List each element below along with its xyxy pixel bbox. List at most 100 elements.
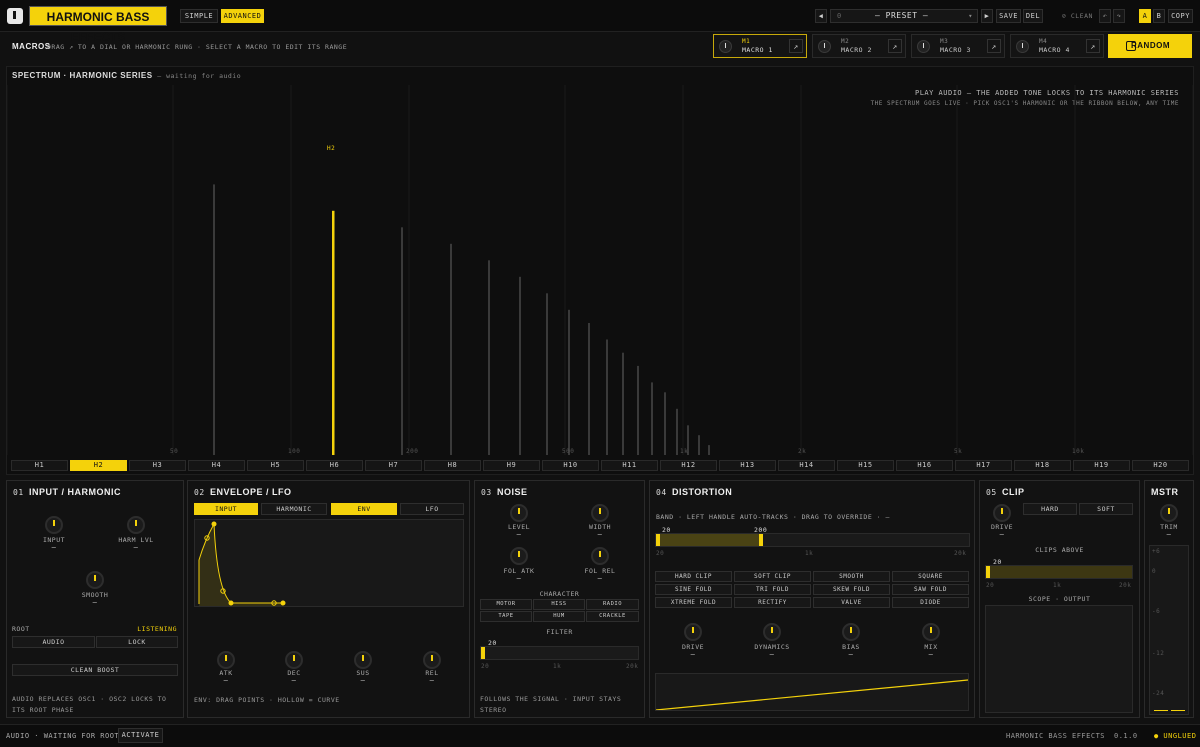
clean-toggle[interactable]: ⊘ CLEAN	[1062, 12, 1093, 20]
clip-hard-button[interactable]: HARD	[1023, 503, 1077, 515]
filter-slider-handle[interactable]	[481, 647, 485, 659]
clean-boost-button[interactable]: CLEAN BOOST	[12, 664, 178, 676]
width-knob[interactable]	[591, 504, 609, 522]
level-knob[interactable]	[510, 504, 528, 522]
band-slider[interactable]	[655, 533, 970, 547]
macro-drag-arrow-icon[interactable]: ↗	[789, 39, 803, 53]
mix-knob[interactable]	[922, 623, 940, 641]
harmonic-button-h3[interactable]: H3	[129, 460, 186, 471]
drive-knob[interactable]	[684, 623, 702, 641]
mode-tri-fold[interactable]: TRI FOLD	[734, 584, 811, 595]
clip-threshold-handle[interactable]	[986, 566, 990, 578]
harmonic-button-h15[interactable]: H15	[837, 460, 894, 471]
macro-1[interactable]: M1 MACRO 1 ↗	[713, 34, 807, 58]
char-hum[interactable]: HUM	[533, 611, 585, 622]
ab-b-button[interactable]: B	[1153, 9, 1165, 23]
char-motor[interactable]: MOTOR	[480, 599, 532, 610]
bias-knob[interactable]	[842, 623, 860, 641]
harmonic-button-h17[interactable]: H17	[955, 460, 1012, 471]
char-tape[interactable]: TAPE	[480, 611, 532, 622]
harmonic-button-h13[interactable]: H13	[719, 460, 776, 471]
preset-select[interactable]: 0 — PRESET — ▾	[830, 9, 978, 23]
tab-harmonic[interactable]: HARMONIC	[261, 503, 327, 515]
harmonic-bar	[519, 276, 521, 455]
root-audio-button[interactable]: AUDIO	[12, 636, 95, 648]
mode-soft-clip[interactable]: SOFT CLIP	[734, 571, 811, 582]
harmonic-button-h20[interactable]: H20	[1132, 460, 1189, 471]
sus-knob[interactable]	[354, 651, 372, 669]
mode-saw-fold[interactable]: SAW FOLD	[892, 584, 969, 595]
char-hiss[interactable]: HISS	[533, 599, 585, 610]
undo-button[interactable]: ↶	[1099, 9, 1111, 23]
band-high-handle[interactable]	[759, 534, 763, 546]
mode-sine-fold[interactable]: SINE FOLD	[655, 584, 732, 595]
atk-knob[interactable]	[217, 651, 235, 669]
mode-diode[interactable]: DIODE	[892, 597, 969, 608]
save-button[interactable]: SAVE	[996, 9, 1021, 23]
filter-slider[interactable]	[480, 646, 639, 660]
clip-threshold-slider[interactable]	[985, 565, 1133, 579]
harmonic-button-h14[interactable]: H14	[778, 460, 835, 471]
harmonic-button-h8[interactable]: H8	[424, 460, 481, 471]
macro-drag-arrow-icon[interactable]: ↗	[1086, 39, 1100, 53]
harmonic-button-h11[interactable]: H11	[601, 460, 658, 471]
harmonic-button-h9[interactable]: H9	[483, 460, 540, 471]
tab-input[interactable]: INPUT	[194, 503, 258, 515]
root-lock-button[interactable]: LOCK	[96, 636, 178, 648]
harmonic-bar	[708, 445, 710, 455]
mode-simple-button[interactable]: SIMPLE	[180, 9, 218, 23]
trim-knob[interactable]	[1160, 504, 1178, 522]
band-range-fill	[656, 534, 761, 546]
char-crackle[interactable]: CRACKLE	[586, 611, 639, 622]
harmonic-button-h12[interactable]: H12	[660, 460, 717, 471]
harmonic-button-h2[interactable]: H2	[70, 460, 127, 471]
dec-knob[interactable]	[285, 651, 303, 669]
mode-square[interactable]: SQUARE	[892, 571, 969, 582]
mode-valve[interactable]: VALVE	[813, 597, 890, 608]
delete-button[interactable]: DEL	[1023, 9, 1043, 23]
harmonic-button-h4[interactable]: H4	[188, 460, 245, 471]
fol-rel-knob[interactable]	[591, 547, 609, 565]
mode-xtreme-fold[interactable]: XTREME FOLD	[655, 597, 732, 608]
activate-button[interactable]: ACTIVATE	[118, 728, 163, 743]
harmonic-button-h18[interactable]: H18	[1014, 460, 1071, 471]
macro-3[interactable]: M3 MACRO 3 ↗	[911, 34, 1005, 58]
envelope-editor[interactable]	[194, 519, 464, 607]
spectrum-graph[interactable]	[7, 67, 1193, 459]
preset-prev-button[interactable]: ◀	[815, 9, 827, 23]
clip-drive-knob[interactable]	[993, 504, 1011, 522]
redo-button[interactable]: ↷	[1113, 9, 1125, 23]
tab-env[interactable]: ENV	[331, 503, 397, 515]
fol-atk-knob[interactable]	[510, 547, 528, 565]
preset-next-button[interactable]: ▶	[981, 9, 993, 23]
mode-rectify[interactable]: RECTIFY	[734, 597, 811, 608]
harmonic-button-h19[interactable]: H19	[1073, 460, 1130, 471]
macro-drag-arrow-icon[interactable]: ↗	[888, 39, 902, 53]
tab-lfo[interactable]: LFO	[400, 503, 464, 515]
clip-soft-button[interactable]: SOFT	[1079, 503, 1133, 515]
rel-knob[interactable]	[423, 651, 441, 669]
harmonic-button-h6[interactable]: H6	[306, 460, 363, 471]
harmonic-button-h10[interactable]: H10	[542, 460, 599, 471]
mode-smooth[interactable]: SMOOTH	[813, 571, 890, 582]
band-low-handle[interactable]	[656, 534, 660, 546]
smooth-knob[interactable]	[86, 571, 104, 589]
harm-lvl-knob[interactable]	[127, 516, 145, 534]
char-radio[interactable]: RADIO	[586, 599, 639, 610]
harmonic-button-h7[interactable]: H7	[365, 460, 422, 471]
dynamics-knob[interactable]	[763, 623, 781, 641]
macro-4[interactable]: M4 MACRO 4 ↗	[1010, 34, 1104, 58]
harmonic-button-h5[interactable]: H5	[247, 460, 304, 471]
random-button[interactable]: RANDOM	[1108, 34, 1192, 58]
ab-a-button[interactable]: A	[1139, 9, 1151, 23]
mode-hard-clip[interactable]: HARD CLIP	[655, 571, 732, 582]
macro-name: MACRO 1	[742, 46, 773, 54]
copy-button[interactable]: COPY	[1168, 9, 1193, 23]
input-knob[interactable]	[45, 516, 63, 534]
harmonic-button-h1[interactable]: H1	[11, 460, 68, 471]
mode-skew-fold[interactable]: SKEW FOLD	[813, 584, 890, 595]
harmonic-button-h16[interactable]: H16	[896, 460, 953, 471]
macro-2[interactable]: M2 MACRO 2 ↗	[812, 34, 906, 58]
macro-drag-arrow-icon[interactable]: ↗	[987, 39, 1001, 53]
mode-advanced-button[interactable]: ADVANCED	[221, 9, 264, 23]
